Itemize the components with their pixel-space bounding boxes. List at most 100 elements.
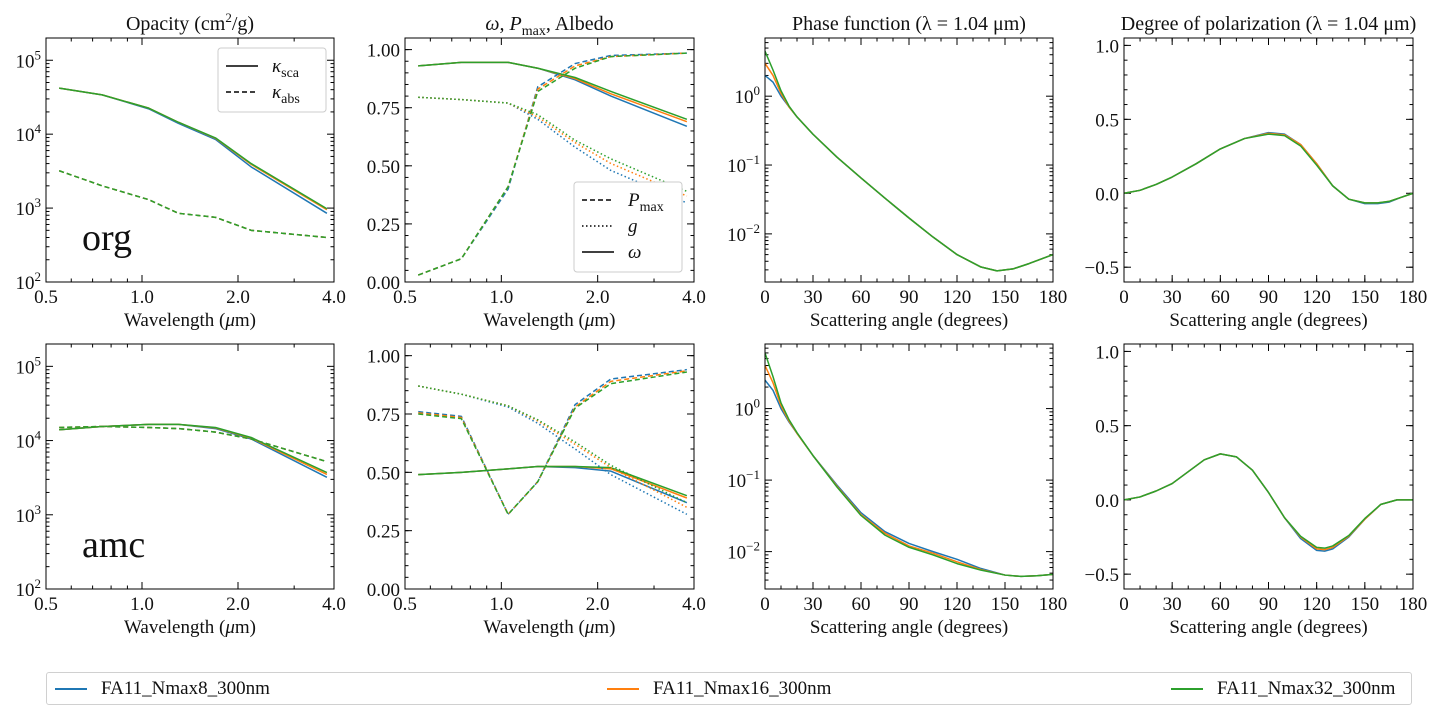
x-tick-label: 180 xyxy=(1399,594,1428,615)
x-tick-label: 150 xyxy=(1351,594,1380,615)
x-tick-label: 2.0 xyxy=(226,594,250,615)
y-tick-label: 105 xyxy=(16,47,42,72)
y-tick-label: 10−2 xyxy=(727,539,760,564)
y-tick-label: 0.5 xyxy=(1095,417,1119,438)
x-tick-label: 60 xyxy=(1211,594,1230,615)
panel-title: Opacity (cm2/g) xyxy=(126,10,254,35)
x-axis-label: Wavelength (μm) xyxy=(124,617,256,638)
series-line-phase-FA11_Nmax8_300nm xyxy=(765,74,1053,272)
y-tick-label: 0.5 xyxy=(1095,110,1119,131)
series-group xyxy=(765,50,1053,272)
y-tick-label: 0.00 xyxy=(367,273,400,294)
axes-frame xyxy=(764,343,1054,590)
x-tick-label: 120 xyxy=(1302,287,1331,308)
series-group xyxy=(1124,453,1413,552)
x-tick-label: 180 xyxy=(1039,287,1068,308)
x-tick-label: 120 xyxy=(943,594,972,615)
x-tick-label: 0.5 xyxy=(393,287,417,308)
series-line-Pmax-FA11_Nmax32_300nm xyxy=(418,371,687,516)
legend-label-nmax16: FA11_Nmax16_300nm xyxy=(653,678,832,699)
series-line-Pmax-FA11_Nmax8_300nm xyxy=(418,368,687,516)
series-line-ω-FA11_Nmax32_300nm xyxy=(418,465,688,497)
x-tick-label: 90 xyxy=(1259,287,1278,308)
axes-frame xyxy=(1123,37,1414,283)
series-group xyxy=(59,423,328,478)
x-axis-label: Wavelength (μm) xyxy=(124,310,256,331)
series-line-phase-FA11_Nmax16_300nm xyxy=(765,365,1053,578)
chart-albedo-org: 0.5 1.0 2.0 4.0 0.00 0.25 0.50 0.75 1.00 ω, Pmax,… xyxy=(367,13,706,331)
y-tick-label: 0.25 xyxy=(367,522,400,543)
panel-annotation: amc xyxy=(82,524,145,566)
y-tick-label: 100 xyxy=(735,396,761,421)
x-tick-label: 1.0 xyxy=(489,594,513,615)
y-tick-label: 103 xyxy=(16,502,42,527)
chart-albedo-amc: 0.5 1.0 2.0 4.0 0.00 0.25 0.50 0.75 1.00 Waveleng… xyxy=(367,343,706,638)
y-tick-label: 0.00 xyxy=(367,580,400,601)
series-line-phase-FA11_Nmax32_300nm xyxy=(765,50,1053,272)
x-tick-label: 2.0 xyxy=(586,287,610,308)
y-tick-label: 104 xyxy=(16,121,42,146)
series-line-κsca-FA11_Nmax16_300nm xyxy=(59,423,328,476)
series-line-κsca-FA11_Nmax32_300nm xyxy=(59,87,328,210)
x-tick-label: 0.5 xyxy=(34,594,58,615)
y-tick-label: 10−1 xyxy=(727,152,760,177)
legend-item-nmax16: FA11_Nmax16_300nm xyxy=(607,677,831,701)
x-tick-label: 1.0 xyxy=(489,287,513,308)
x-tick-label: 150 xyxy=(1351,287,1380,308)
axes-frame xyxy=(404,37,695,283)
series-group xyxy=(417,52,688,276)
series-line-g-FA11_Nmax8_300nm xyxy=(418,96,688,204)
legend-label: κsca xyxy=(272,56,300,81)
x-tick-label: 4.0 xyxy=(322,287,346,308)
x-tick-label: 0.5 xyxy=(34,287,58,308)
y-tick-label: −0.5 xyxy=(1085,258,1119,279)
y-tick-label: 0.50 xyxy=(367,463,400,484)
series-line-κabs-FA11_Nmax32_300nm xyxy=(58,170,327,239)
y-tick-label: 10−1 xyxy=(727,467,760,492)
series-line-polarization-FA11_Nmax16_300nm xyxy=(1124,453,1413,551)
series-line-g-FA11_Nmax32_300nm xyxy=(418,96,688,193)
series-line-polarization-FA11_Nmax16_300nm xyxy=(1124,132,1413,204)
chart-phase-org: 0 30 60 90 120 150 180 10−2 10−1 100 Phase functio… xyxy=(727,13,1067,331)
panel-legend-box xyxy=(573,181,683,273)
series-line-κsca-FA11_Nmax8_300nm xyxy=(59,423,328,478)
series-line-phase-FA11_Nmax32_300nm xyxy=(765,352,1053,578)
panel-title: Degree of polarization (λ = 1.04 μm) xyxy=(1121,13,1417,35)
x-tick-label: 30 xyxy=(1163,594,1182,615)
series-line-polarization-FA11_Nmax8_300nm xyxy=(1124,453,1413,552)
panel-annotation: org xyxy=(82,217,132,259)
legend-label-nmax32: FA11_Nmax32_300nm xyxy=(1217,678,1396,699)
axes-frame xyxy=(45,37,335,283)
x-tick-label: 180 xyxy=(1039,594,1068,615)
series-line-g-FA11_Nmax8_300nm xyxy=(418,385,688,515)
y-tick-label: 103 xyxy=(16,195,42,220)
x-tick-label: 150 xyxy=(991,287,1020,308)
y-tick-label: 0.25 xyxy=(367,215,400,236)
y-tick-label: −0.5 xyxy=(1085,565,1119,586)
x-tick-label: 0 xyxy=(1119,594,1129,615)
y-tick-label: 0.0 xyxy=(1095,491,1119,512)
legend-label: κabs xyxy=(272,82,300,107)
x-tick-label: 1.0 xyxy=(130,287,154,308)
x-tick-label: 90 xyxy=(1259,594,1278,615)
series-line-g-FA11_Nmax32_300nm xyxy=(418,385,688,504)
legend-label: Pmax xyxy=(627,190,664,215)
y-tick-label: 1.0 xyxy=(1095,342,1119,363)
axes-frame xyxy=(764,37,1054,283)
y-tick-label: 105 xyxy=(16,353,42,378)
panel-legend-box xyxy=(217,47,327,113)
y-tick-label: 10−2 xyxy=(727,221,760,246)
series-line-κabs-FA11_Nmax32_300nm xyxy=(59,425,328,463)
x-tick-label: 30 xyxy=(804,287,823,308)
x-tick-label: 60 xyxy=(1211,287,1230,308)
legend-swatch-nmax8 xyxy=(55,688,87,690)
series-line-κsca-FA11_Nmax32_300nm xyxy=(59,423,328,474)
x-tick-label: 4.0 xyxy=(682,287,706,308)
y-tick-label: 0.75 xyxy=(367,405,400,426)
chart-phase-amc: 0 30 60 90 120 150 180 10−2 10−1 100 Scattering an… xyxy=(727,343,1068,638)
series-line-g-FA11_Nmax16_300nm xyxy=(418,96,688,197)
legend-label: g xyxy=(628,216,638,237)
y-tick-label: 100 xyxy=(735,83,761,108)
